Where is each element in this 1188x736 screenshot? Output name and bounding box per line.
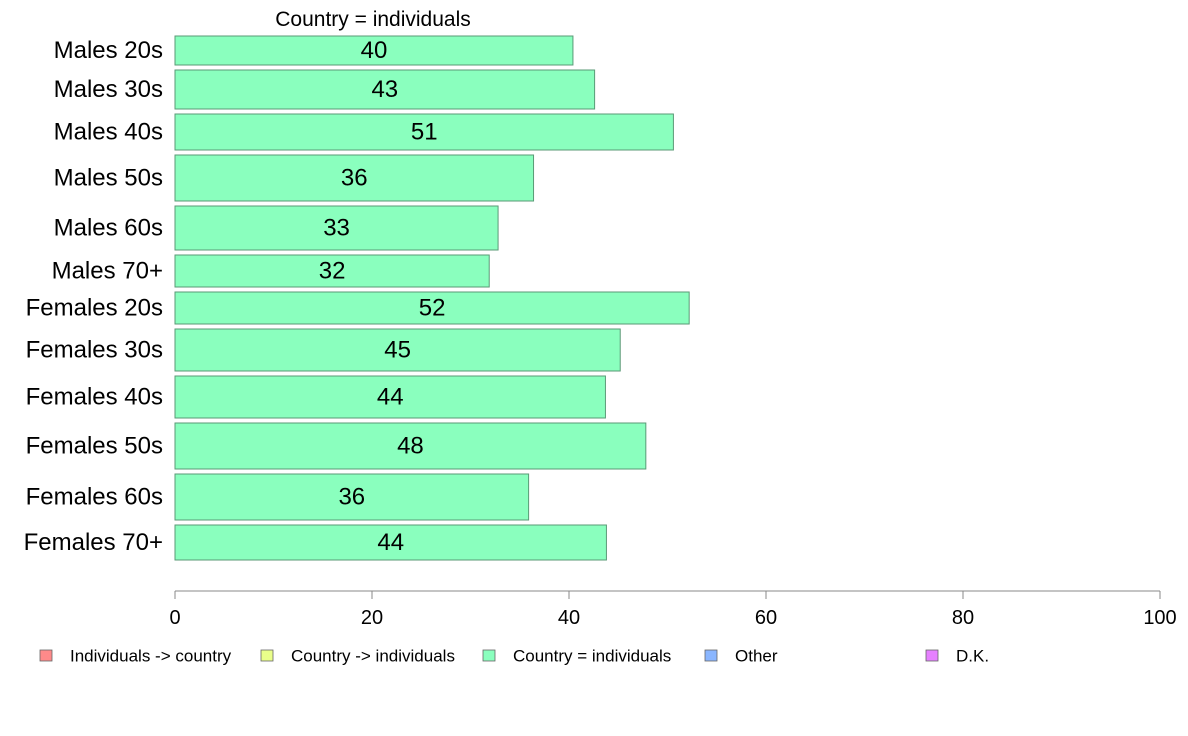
value-label: 36 <box>341 165 368 192</box>
value-label: 44 <box>377 529 404 556</box>
legend: Individuals -> country Country -> individ… <box>39 647 989 666</box>
value-label: 45 <box>384 337 411 364</box>
category-label: Females 60s <box>26 484 163 511</box>
value-label: 48 <box>397 433 424 460</box>
bars: Males 20s 40 Males 30s 43 Males 40s 51 Males 5… <box>24 35 690 561</box>
bar-males-60s <box>174 205 499 251</box>
category-label: Females 70+ <box>24 529 163 556</box>
legend-label-country-individuals: Country -> individuals <box>291 647 455 666</box>
bar-females-20s <box>174 291 690 325</box>
bar-females-40s <box>174 375 606 419</box>
category-label: Females 50s <box>26 433 163 460</box>
category-label: Females 20s <box>26 295 163 322</box>
bar-females-60s <box>174 473 530 521</box>
category-label: Females 40s <box>26 384 163 411</box>
value-label: 33 <box>323 215 350 242</box>
chart-title: Country = individuals <box>275 8 471 31</box>
bar-males-30s <box>174 69 596 110</box>
value-label: 43 <box>371 76 398 103</box>
value-label: 40 <box>361 37 388 64</box>
category-label: Males 40s <box>54 119 163 146</box>
bar-males-20s <box>174 35 574 66</box>
x-tick-label: 100 <box>1143 607 1176 629</box>
x-tick-label: 0 <box>169 607 180 629</box>
legend-label-individuals-country: Individuals -> country <box>70 647 232 666</box>
bar-males-50s <box>174 154 535 202</box>
value-label: 32 <box>319 258 346 285</box>
bar-males-40s <box>174 113 674 151</box>
bar-females-30s <box>174 328 621 372</box>
legend-swatch-d-k <box>925 649 939 662</box>
legend-swatch-individuals-country <box>39 649 53 662</box>
value-label: 44 <box>377 384 404 411</box>
bar-females-50s <box>174 422 647 470</box>
legend-label-other: Other <box>735 647 778 666</box>
legend-swatch-country-individuals <box>482 649 496 662</box>
legend-label-country-individuals: Country = individuals <box>513 647 671 666</box>
bar-males-70- <box>174 254 490 288</box>
category-label: Females 30s <box>26 337 163 364</box>
value-label: 52 <box>419 295 446 322</box>
value-label: 51 <box>411 119 438 146</box>
category-label: Males 30s <box>54 76 163 103</box>
legend-label-d-k: D.K. <box>956 647 989 666</box>
bar-females-70- <box>174 524 607 561</box>
x-axis: 0 20 40 60 80 100 <box>169 590 1177 629</box>
legend-swatch-country-individuals <box>260 649 274 662</box>
x-tick-label: 60 <box>755 607 777 629</box>
category-label: Males 20s <box>54 37 163 64</box>
x-tick-label: 40 <box>558 607 580 629</box>
x-tick-label: 20 <box>361 607 383 629</box>
category-label: Males 70+ <box>52 258 163 285</box>
value-label: 36 <box>338 484 365 511</box>
legend-swatch-other <box>704 649 718 662</box>
x-tick-label: 80 <box>952 607 974 629</box>
category-label: Males 50s <box>54 165 163 192</box>
category-label: Males 60s <box>54 215 163 242</box>
